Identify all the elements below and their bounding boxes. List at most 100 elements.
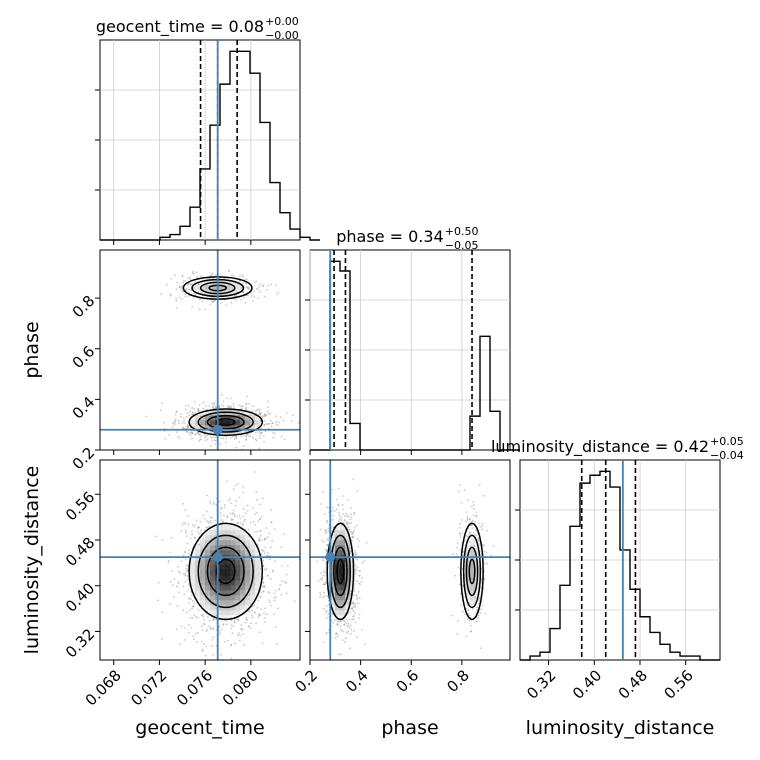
density-cell: [475, 550, 481, 556]
sample-point: [209, 500, 211, 503]
sample-point: [180, 298, 183, 301]
sample-point: [273, 599, 276, 602]
sample-point: [349, 530, 352, 533]
density-cell: [210, 410, 216, 416]
sample-point: [189, 278, 192, 281]
sample-point: [258, 540, 261, 542]
sample-point: [332, 526, 335, 528]
sample-point: [209, 303, 212, 306]
sample-point: [193, 272, 195, 275]
sample-point: [188, 431, 191, 434]
sample-point: [255, 287, 258, 290]
sample-point: [350, 607, 353, 610]
density-cell: [195, 580, 201, 586]
sample-point: [241, 629, 244, 631]
sample-point: [471, 519, 474, 522]
sample-point: [238, 514, 241, 517]
sample-point: [267, 551, 269, 554]
sample-point: [201, 614, 203, 617]
sample-point: [262, 565, 265, 568]
sample-point: [460, 501, 463, 504]
sample-point: [245, 433, 248, 436]
sample-point: [263, 617, 266, 620]
x-tick-label-phase: 0.8: [443, 666, 473, 696]
sample-point: [319, 503, 322, 505]
density-cell: [200, 280, 206, 286]
sample-point: [342, 521, 344, 524]
sample-point: [474, 515, 477, 518]
scatter-panel-geocent_time-luminosity_distance: [95, 459, 301, 665]
sample-point: [254, 524, 257, 526]
sample-point: [331, 506, 334, 509]
sample-point: [226, 516, 229, 519]
sample-point: [251, 614, 253, 617]
sample-point: [267, 410, 270, 413]
sample-point: [352, 532, 354, 535]
density-cell: [220, 610, 226, 616]
sample-point: [252, 507, 255, 509]
density-cell: [225, 560, 231, 566]
density-cell: [220, 285, 226, 291]
y-axis-label-phase: phase: [21, 321, 43, 378]
sample-point: [160, 293, 162, 296]
density-cell: [200, 575, 206, 581]
sample-point: [354, 553, 357, 556]
sample-point: [262, 590, 265, 593]
sample-point: [192, 432, 194, 435]
density-cell: [345, 540, 351, 546]
sample-point: [232, 512, 235, 515]
sample-point: [234, 642, 236, 645]
sample-point: [455, 552, 458, 555]
scatter-frame: [99, 249, 301, 451]
density-cell: [200, 420, 206, 426]
sample-point: [325, 550, 328, 552]
sample-point: [350, 532, 352, 534]
sample-point: [256, 409, 259, 412]
sample-point: [196, 431, 199, 434]
sample-point: [231, 274, 233, 276]
density-cell: [205, 530, 211, 536]
sample-point: [346, 522, 349, 525]
sample-point: [201, 650, 204, 652]
sample-point: [233, 621, 236, 623]
sample-point: [356, 598, 358, 601]
density-cell: [245, 410, 251, 416]
sample-point: [197, 526, 200, 529]
sample-point: [180, 625, 183, 628]
sample-point: [230, 619, 233, 622]
sample-point: [326, 544, 329, 546]
density-cell: [250, 590, 256, 596]
x-axis-label-luminosity_distance: luminosity_distance: [526, 717, 715, 739]
sample-point: [255, 439, 258, 442]
density-cell: [200, 415, 206, 421]
sample-point: [249, 522, 252, 525]
density-cell: [225, 415, 231, 421]
sample-point: [457, 566, 460, 569]
sample-point: [186, 284, 189, 286]
sample-point: [246, 294, 249, 297]
density-cell: [250, 425, 256, 431]
density-cell: [465, 545, 471, 551]
sample-point: [456, 620, 459, 623]
sample-point: [238, 404, 241, 407]
sample-point: [353, 611, 356, 614]
sample-point: [335, 632, 337, 635]
sample-point: [470, 524, 473, 527]
sample-point: [354, 568, 357, 571]
sample-point: [204, 517, 207, 520]
sample-point: [251, 436, 254, 439]
sample-point: [187, 583, 190, 586]
sample-point: [347, 526, 350, 529]
sample-point: [273, 592, 276, 595]
density-cell: [190, 415, 196, 421]
sample-point: [188, 414, 191, 416]
sample-point: [458, 532, 461, 535]
sample-point: [222, 437, 225, 440]
sample-point: [330, 619, 333, 622]
x-tick-label-geocent_time: 0.072: [127, 666, 170, 709]
density-cell: [240, 420, 246, 426]
sample-point: [465, 607, 468, 610]
sample-point: [242, 275, 245, 278]
sample-point: [212, 501, 215, 504]
